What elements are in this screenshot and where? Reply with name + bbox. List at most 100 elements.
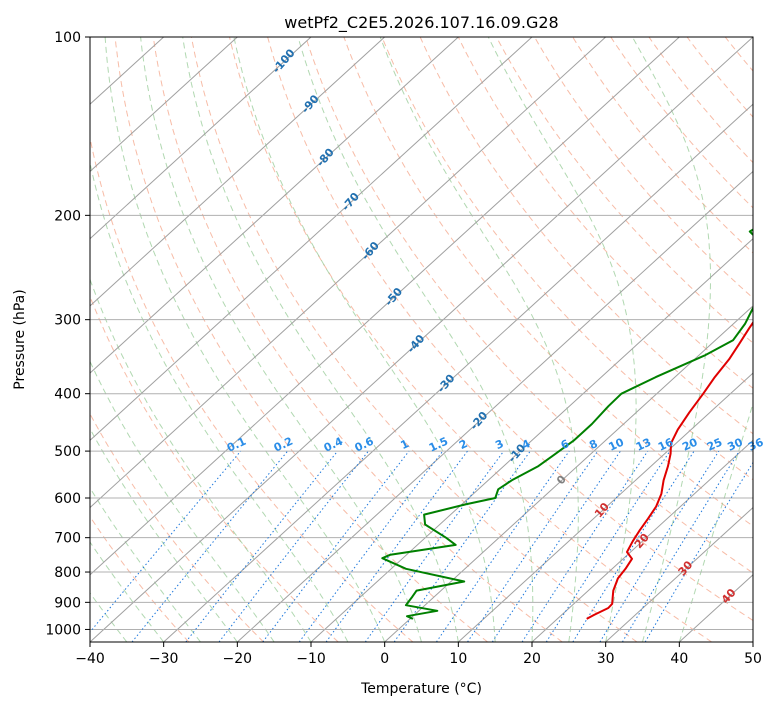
isotherm-line [531, 439, 753, 642]
mixing-ratio-line [131, 450, 288, 642]
x-tick-label: −20 [223, 651, 253, 667]
moist-adiabat-line [90, 541, 165, 642]
y-tick-label: 300 [54, 313, 81, 329]
moist-adiabat-line [90, 427, 238, 642]
dry-adiabat-line [229, 37, 712, 642]
mixing-ratio-label: 13 [634, 436, 653, 454]
mixing-ratio-line [185, 450, 338, 642]
isotherm-line [605, 506, 753, 642]
y-axis-ticks: 100 200 300 400 500 600 700 800 900 1000 [45, 30, 90, 638]
dry-adiabat-line [457, 37, 753, 389]
x-tick-label: 10 [449, 651, 467, 667]
isotherm-line [236, 170, 753, 642]
moist-adiabat-line [487, 37, 637, 642]
isotherm-line [90, 37, 238, 173]
y-axis-title: Pressure (hPa) [12, 289, 28, 389]
mixing-ratio-label: 30 [725, 435, 745, 453]
mixing-ratio-line [599, 450, 720, 642]
dry-adiabat-line [610, 37, 753, 209]
dry-adiabat-line [152, 37, 563, 642]
mixing-ratio-line [298, 450, 444, 642]
dry-adiabat-line [90, 135, 414, 642]
moist-adiabat-line [233, 37, 496, 642]
dry-adiabat-line [90, 295, 339, 642]
x-tick-label: 30 [597, 651, 615, 667]
mixing-ratio-label: 36 [746, 435, 766, 453]
mixing-ratio-line [90, 450, 242, 633]
x-tick-label: 20 [523, 651, 541, 667]
mixing-ratio-line [435, 450, 570, 642]
profile-lines [381, 228, 753, 620]
dry-adiabat-line [343, 37, 753, 527]
isotherm-line [752, 641, 753, 642]
mixing-ratio-label: 0.1 [225, 435, 248, 455]
isotherm-line [90, 37, 386, 307]
moist-adiabat-line [90, 360, 275, 642]
y-tick-label: 500 [54, 444, 81, 460]
dry-adiabat-line [419, 37, 753, 435]
mixing-ratio-line [467, 450, 599, 642]
mixing-ratio-line [621, 450, 740, 642]
y-tick-label: 100 [54, 30, 81, 46]
mixing-ratio-line [325, 450, 468, 642]
y-tick-label: 700 [54, 531, 81, 547]
dry-adiabat-line [648, 37, 753, 164]
x-axis-title: Temperature (°C) [360, 681, 482, 697]
y-tick-label: 900 [54, 595, 81, 611]
isotherm-line [90, 37, 312, 240]
mixing-ratio-label: 1 [399, 437, 411, 452]
isotherm-line [90, 37, 607, 509]
grid-lines [90, 37, 775, 642]
moist-adiabat-line [678, 401, 753, 642]
mixing-ratio-label: 20 [680, 435, 700, 453]
isotherm-line [457, 372, 753, 642]
isotherm-line [163, 103, 753, 642]
mixing-ratio-line [262, 450, 410, 642]
line-labels: -100-90-80-70-60-50-40-30-20-10010203040… [225, 46, 766, 606]
mixing-ratio-label: 10 [607, 435, 627, 453]
moist-adiabat-line [104, 37, 386, 642]
dry-adiabat-line [381, 37, 753, 481]
moist-adiabat-line [379, 37, 579, 642]
y-tick-label: 800 [54, 565, 81, 581]
mixing-ratio-label: 8 [587, 437, 599, 452]
isotherm-line [90, 37, 680, 576]
moist-adiabat-line [90, 278, 312, 642]
isotherm-line [384, 305, 753, 642]
dry-adiabat-line [572, 37, 753, 254]
temperature-profile-line [586, 320, 753, 620]
moist-adiabat-line [297, 37, 534, 642]
moist-adiabat-line [631, 37, 711, 642]
dry-adiabat-line [763, 37, 775, 642]
mixing-ratio-line [491, 450, 621, 642]
x-axis-ticks: −40 −30 −20 −10 0 10 20 30 40 50 [75, 642, 762, 667]
y-tick-label: 200 [54, 208, 81, 224]
mixing-ratio-line [364, 450, 505, 642]
x-tick-label: 50 [744, 651, 762, 667]
x-tick-label: −40 [75, 651, 105, 667]
dry-adiabat-line [90, 515, 190, 642]
y-tick-label: 600 [54, 491, 81, 507]
dry-adiabat-line [686, 37, 753, 118]
moist-adiabat-line [90, 160, 349, 642]
mixing-ratio-line [572, 450, 695, 642]
mixing-ratio-label: 0.2 [272, 435, 295, 455]
mixing-ratio-line [545, 450, 671, 642]
isotherm-label: -100 [270, 46, 298, 76]
chart-title: wetPf2_C2E5.2026.107.16.09.G28 [284, 13, 558, 33]
dry-adiabat-line [267, 37, 753, 622]
dry-adiabat-line [495, 37, 753, 344]
dry-adiabat-line [114, 37, 488, 642]
isotherm-line [90, 37, 459, 374]
y-tick-label: 400 [54, 387, 81, 403]
mixing-ratio-label: 25 [705, 436, 724, 454]
dry-adiabat-line [305, 37, 753, 574]
dry-adiabat-line [534, 37, 753, 299]
moist-adiabat-line [140, 37, 422, 642]
dry-adiabat-line [90, 412, 264, 642]
isotherm-line [90, 37, 753, 642]
moist-adiabat-line [90, 592, 128, 642]
mixing-ratio-line [218, 450, 369, 642]
isotherm-line [90, 37, 533, 442]
